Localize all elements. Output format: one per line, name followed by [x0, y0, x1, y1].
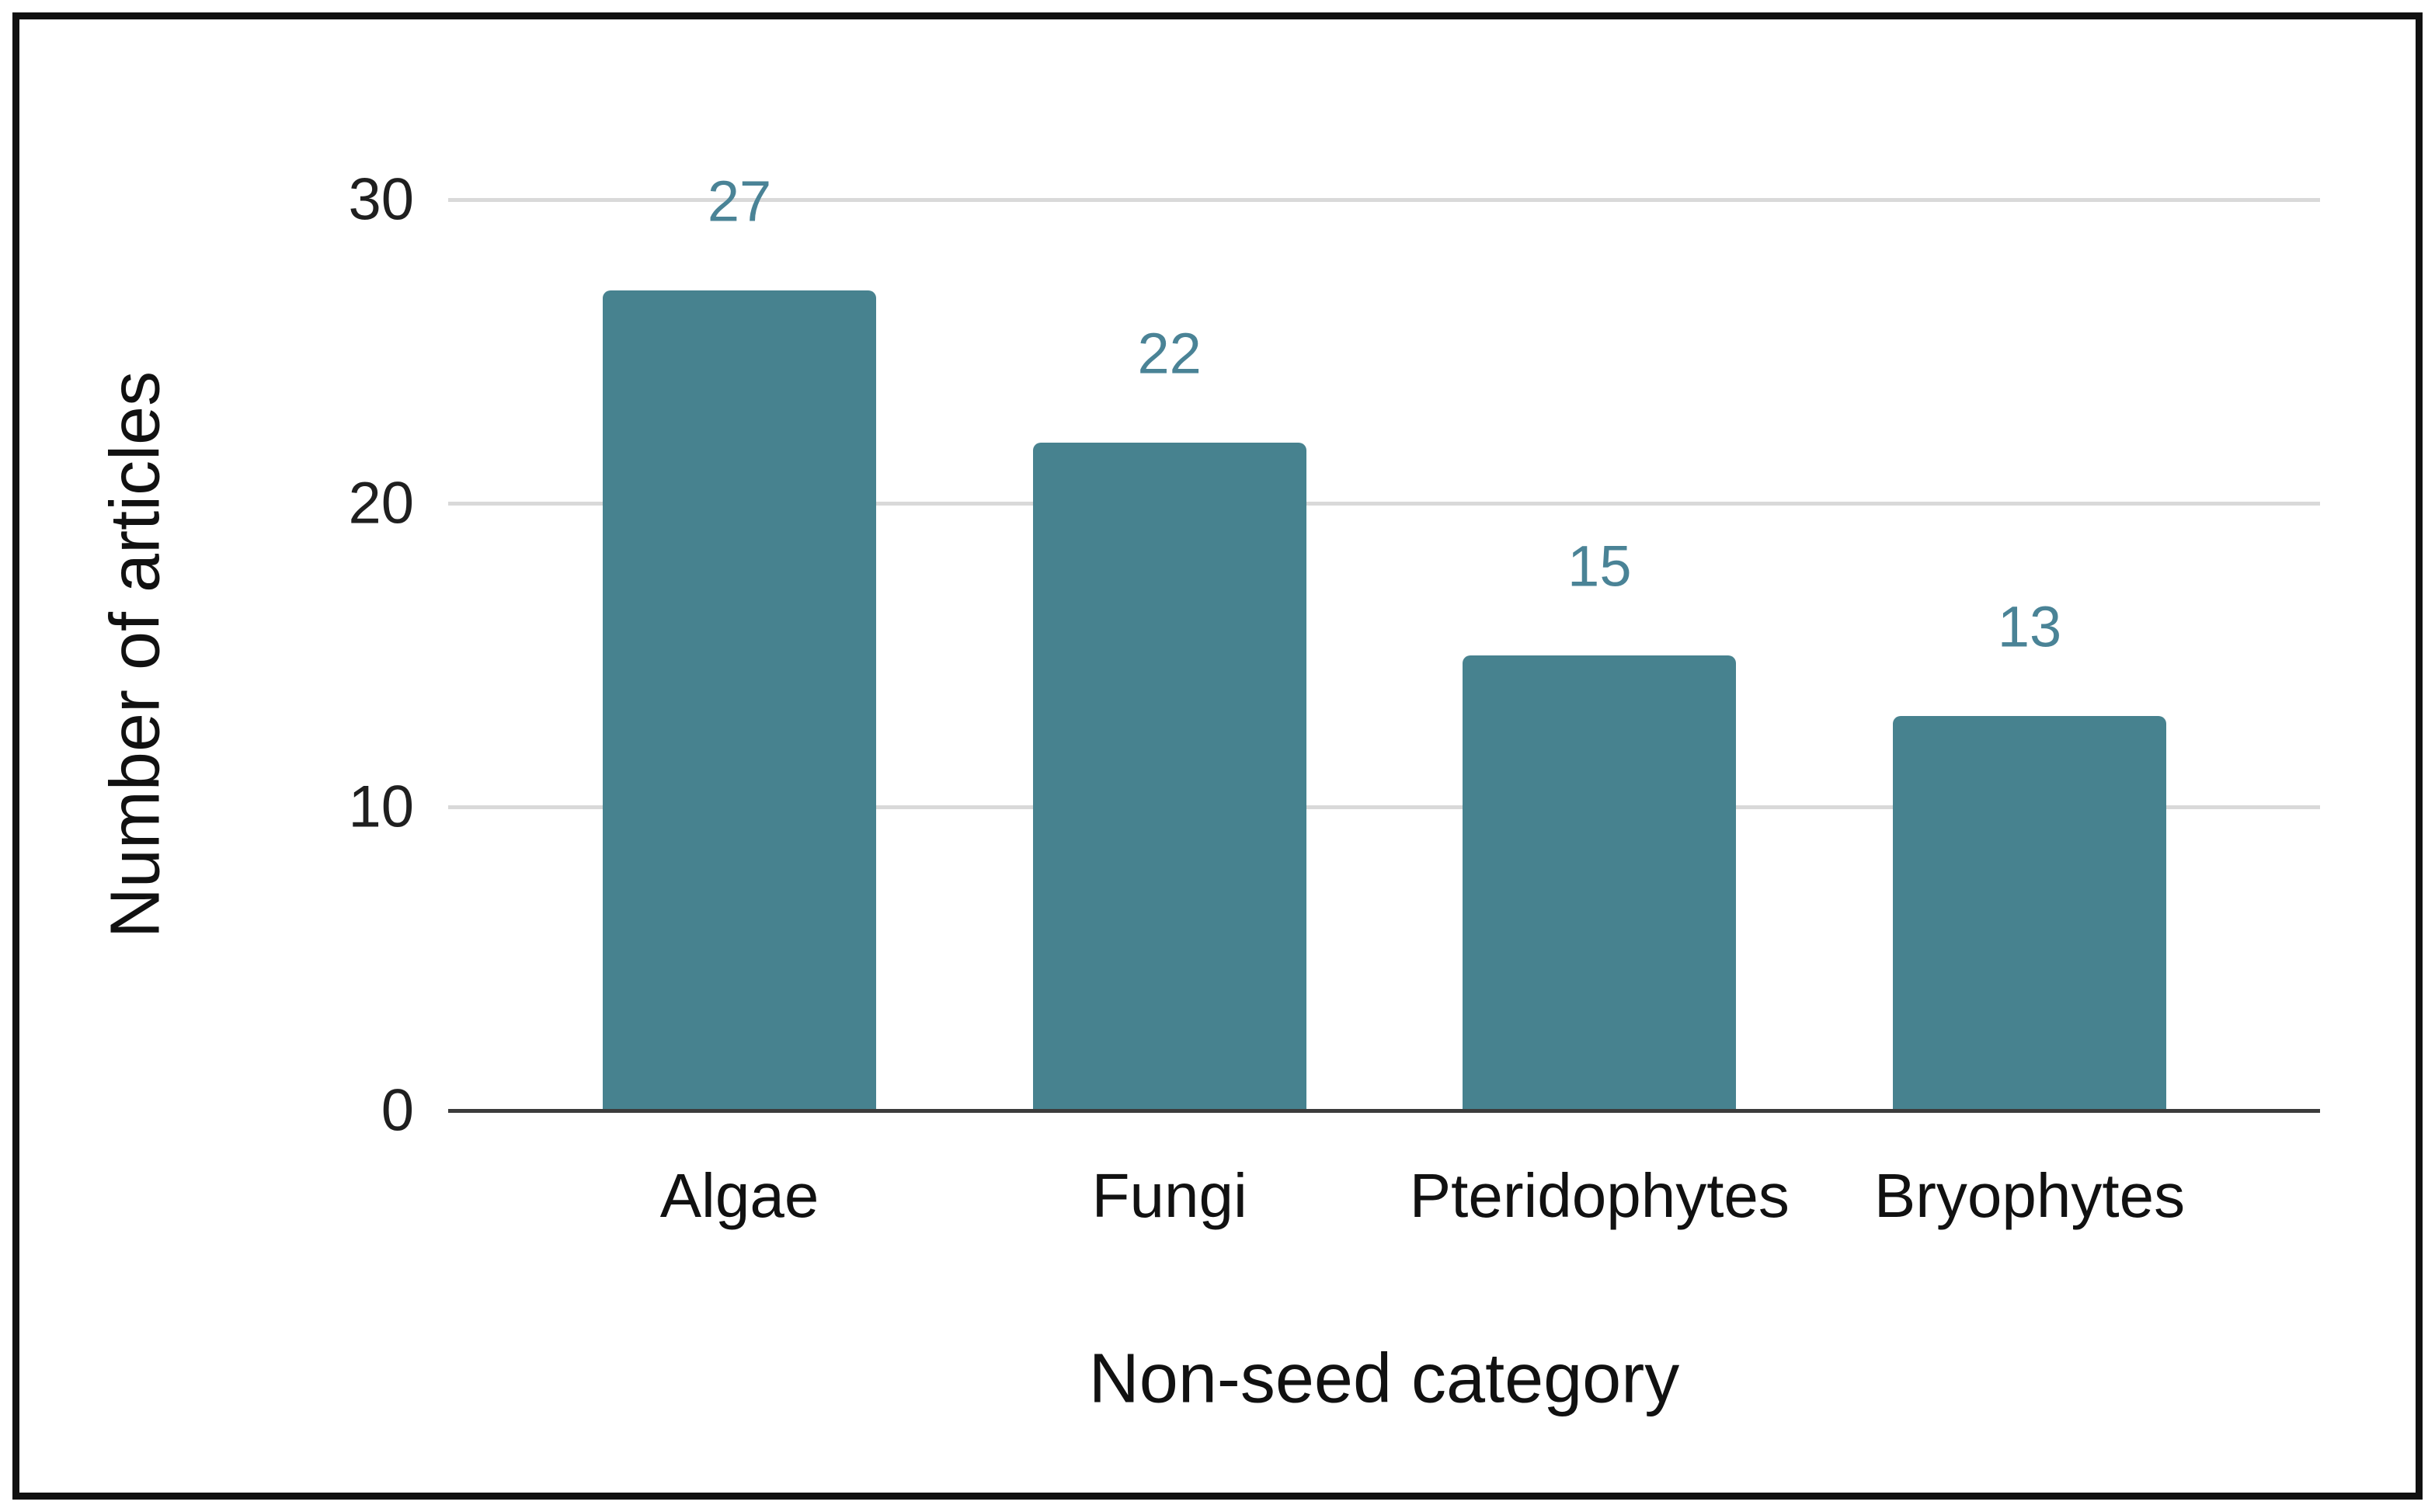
category-label-bryophytes: Bryophytes	[1873, 1161, 2186, 1230]
bar-fungi	[1032, 442, 1306, 1111]
bar-algae	[603, 290, 876, 1111]
category-label-algae: Algae	[659, 1161, 819, 1230]
value-label-algae: 27	[707, 169, 772, 234]
value-label-fungi: 22	[1137, 321, 1202, 386]
y-tick-label-10: 10	[348, 773, 414, 840]
value-label-bryophytes: 13	[1997, 594, 2062, 659]
x-axis-title: Non-seed category	[1088, 1340, 1680, 1418]
value-label-pteridophytes: 15	[1567, 534, 1632, 598]
y-tick-label-0: 0	[381, 1077, 414, 1144]
gridline-10	[448, 805, 2320, 809]
y-tick-label-20: 20	[348, 470, 414, 537]
gridline-20	[448, 501, 2320, 506]
chart-frame	[12, 12, 2423, 1500]
bar-pteridophytes	[1463, 655, 1737, 1111]
x-axis-line	[448, 1108, 2320, 1113]
category-label-pteridophytes: Pteridophytes	[1409, 1161, 1790, 1230]
gridline-30	[448, 197, 2320, 202]
category-label-fungi: Fungi	[1091, 1161, 1247, 1230]
bar-bryophytes	[1893, 715, 2166, 1111]
y-tick-label-30: 30	[348, 166, 414, 233]
